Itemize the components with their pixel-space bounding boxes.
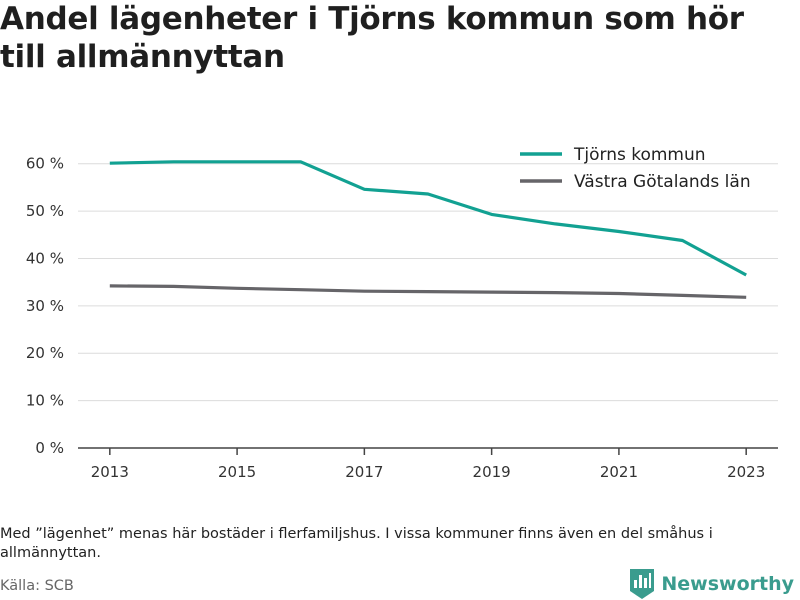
bar-chart-badge-icon	[630, 569, 655, 599]
chart-note: Med ”lägenhet” menas här bostäder i fler…	[0, 526, 713, 561]
series-line	[109, 284, 747, 299]
source-text: Källa: SCB	[0, 578, 74, 594]
x-tick-label: 2019	[473, 463, 511, 481]
legend-label: Västra Götalands län	[574, 172, 751, 192]
y-tick-label: 10 %	[26, 392, 64, 410]
y-axis-ticks: 0 % 10 % 20 % 30 % 40 % 50 % 60 %	[26, 155, 64, 457]
x-tick-label: 2021	[600, 463, 638, 481]
x-tick-label: 2013	[91, 463, 129, 481]
grid-lines	[78, 163, 778, 402]
legend-label: Tjörns kommun	[573, 145, 706, 165]
brand-logo: Newsworthy	[630, 569, 794, 599]
x-tick-label: 2015	[218, 463, 256, 481]
x-axis: 2013 2015 2017 2019 2021 2023	[78, 447, 778, 481]
y-tick-label: 20 %	[26, 344, 64, 362]
series-line	[109, 160, 747, 277]
x-tick-label: 2023	[727, 463, 765, 481]
y-tick-label: 50 %	[26, 202, 64, 220]
brand-name: Newsworthy	[661, 573, 794, 595]
chart-title: Andel lägenheter i Tjörns kommun som hör…	[0, 1, 744, 75]
legend: Tjörns kommun Västra Götalands län	[520, 145, 751, 192]
y-tick-label: 0 %	[35, 439, 64, 457]
x-tick-label: 2017	[345, 463, 383, 481]
y-tick-label: 60 %	[26, 155, 64, 173]
series-lines	[109, 160, 747, 299]
y-tick-label: 40 %	[26, 249, 64, 267]
y-tick-label: 30 %	[26, 297, 64, 315]
